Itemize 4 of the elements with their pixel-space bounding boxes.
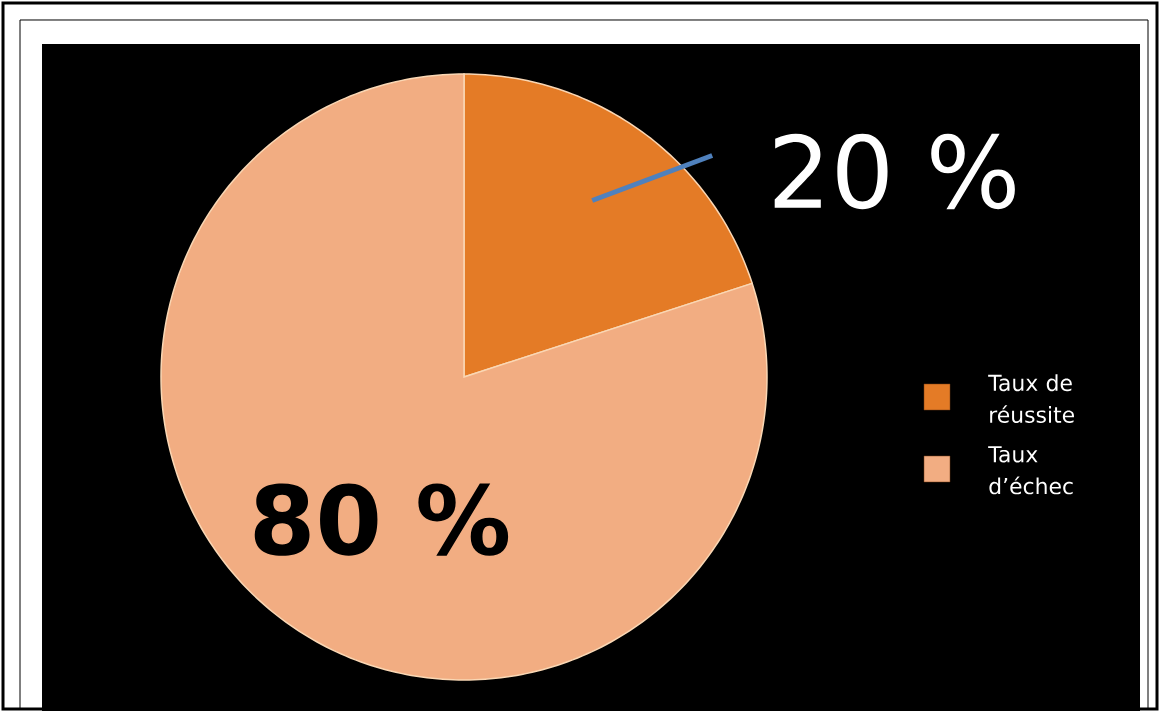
legend-label: Taux de réussite [988, 374, 1074, 424]
data-label: 20 % [774, 133, 1015, 210]
legend-label: Taux d’échec [988, 446, 1073, 495]
data-label: 80 % [254, 483, 509, 556]
